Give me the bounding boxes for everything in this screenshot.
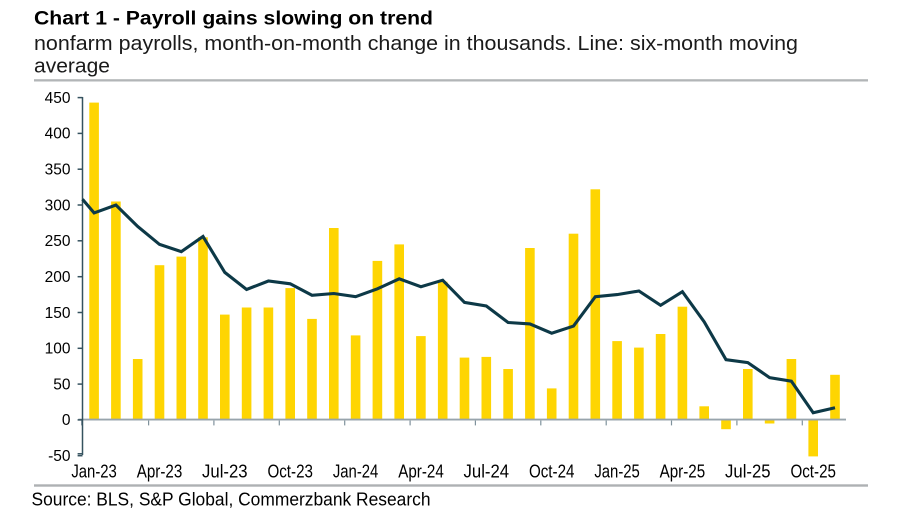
- svg-text:Jan-24: Jan-24: [333, 462, 379, 482]
- svg-text:Oct-24: Oct-24: [529, 462, 575, 482]
- svg-text:250: 250: [45, 233, 71, 250]
- svg-text:Chart 1 - Payroll gains slowin: Chart 1 - Payroll gains slowing on trend: [34, 9, 433, 30]
- svg-text:Apr-25: Apr-25: [660, 462, 706, 482]
- svg-text:200: 200: [45, 269, 71, 286]
- svg-text:300: 300: [45, 197, 71, 214]
- svg-text:Jul-25: Jul-25: [725, 462, 771, 482]
- svg-text:Jul-24: Jul-24: [464, 462, 510, 482]
- svg-text:Jan-23: Jan-23: [71, 462, 117, 482]
- svg-text:450: 450: [45, 90, 71, 107]
- svg-text:50: 50: [53, 376, 71, 393]
- svg-text:0: 0: [62, 412, 71, 429]
- svg-text:Apr-23: Apr-23: [137, 462, 183, 482]
- svg-text:Oct-23: Oct-23: [267, 462, 313, 482]
- svg-text:400: 400: [45, 126, 71, 143]
- svg-text:Oct-25: Oct-25: [790, 462, 836, 482]
- svg-text:Apr-24: Apr-24: [398, 462, 444, 482]
- svg-text:average: average: [34, 55, 110, 77]
- svg-text:Jan-25: Jan-25: [594, 462, 640, 482]
- svg-text:150: 150: [45, 305, 71, 322]
- svg-text:nonfarm payrolls, month-on-mon: nonfarm payrolls, month-on-month change …: [34, 33, 798, 55]
- svg-text:350: 350: [45, 162, 71, 179]
- svg-text:Source: BLS, S&P Global, Comme: Source: BLS, S&P Global, Commerzbank Res…: [32, 490, 431, 510]
- svg-text:-50: -50: [48, 448, 71, 465]
- svg-text:100: 100: [45, 341, 71, 358]
- svg-text:Jul-23: Jul-23: [202, 462, 248, 482]
